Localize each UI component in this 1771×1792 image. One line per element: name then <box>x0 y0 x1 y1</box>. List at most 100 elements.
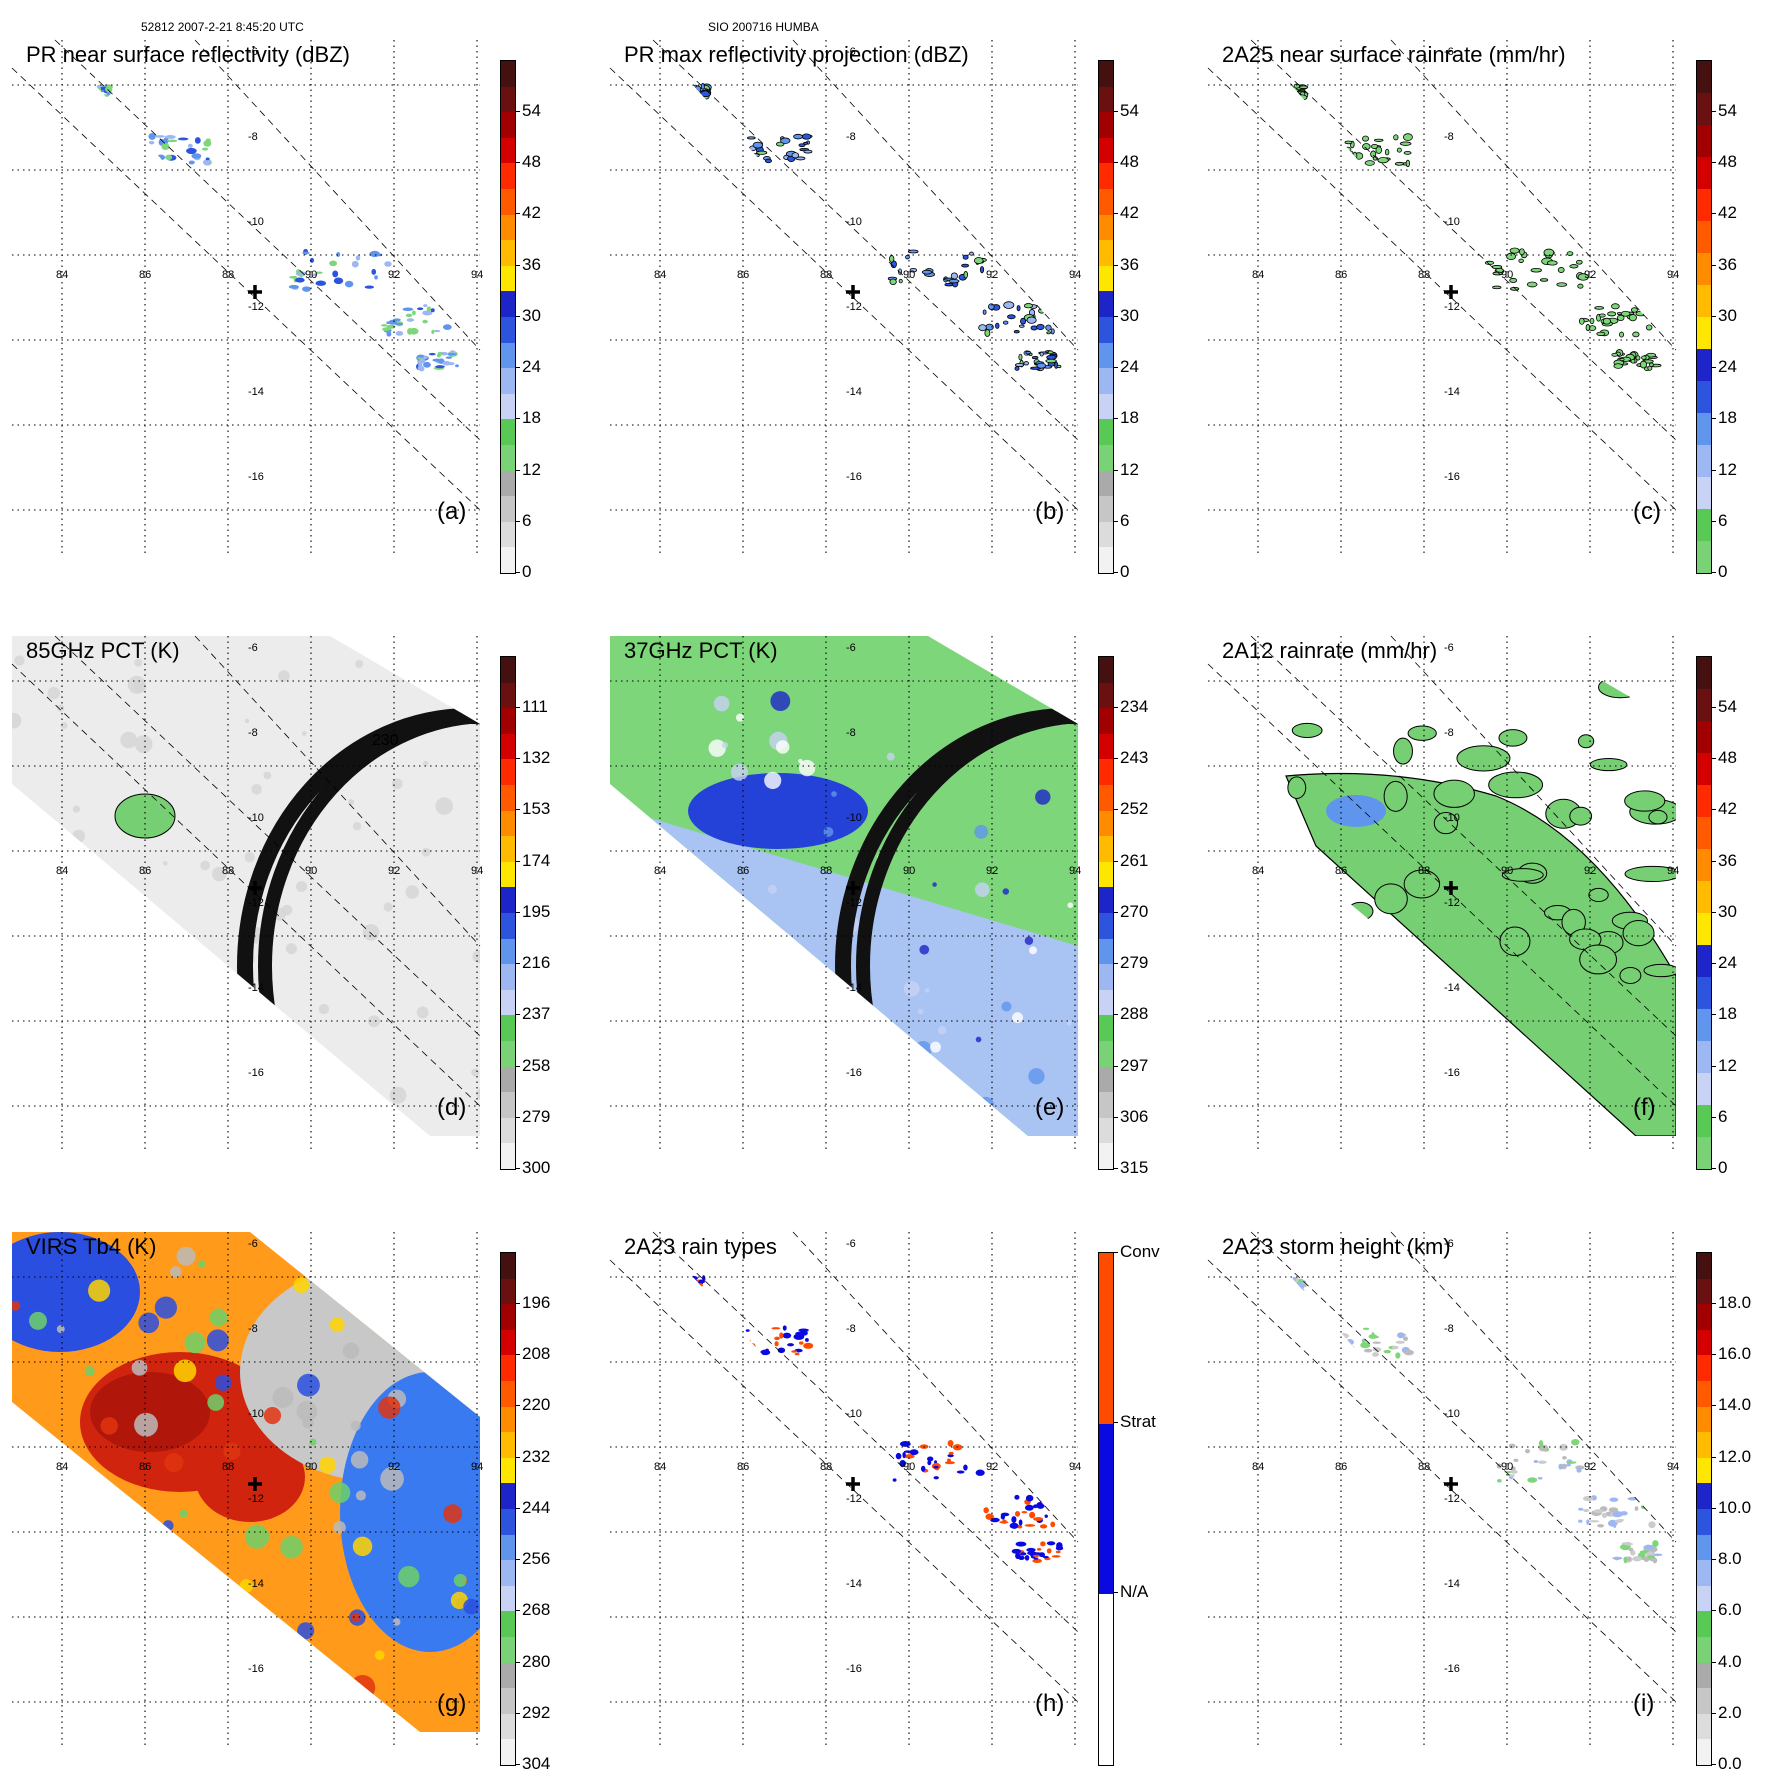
colorbar-tick-label: 258 <box>522 1055 551 1075</box>
colorbar-tick-label: 6 <box>1718 510 1728 530</box>
colorbar-tick-mark <box>1711 911 1716 913</box>
lat-tick-label: -12 <box>1444 1493 1460 1505</box>
colorbar-segment <box>501 1560 515 1586</box>
lon-tick-label: 92 <box>986 1461 998 1473</box>
colorbar-tick-mark <box>1113 1252 1118 1253</box>
colorbar-segment <box>1099 291 1113 317</box>
colorbar-tick-label: 36 <box>1120 254 1139 274</box>
colorbar-segment <box>501 759 515 785</box>
lat-tick-label: -6 <box>846 46 856 58</box>
lon-tick-label: 92 <box>986 269 998 281</box>
colorbar-segment <box>1099 759 1113 785</box>
lon-tick-label: 88 <box>1418 269 1430 281</box>
colorbar-segment <box>501 1253 515 1279</box>
lon-tick-label: 92 <box>1584 269 1596 281</box>
lat-lon-grid: 84 86 88 90 92 94 -6 -8 -10 -12 -14 -16 <box>1208 1232 1679 1747</box>
colorbar-tick-label: 30 <box>1718 305 1737 325</box>
colorbar-tick-mark <box>515 860 520 862</box>
colorbar-segment <box>1697 1329 1711 1356</box>
colorbar-segment <box>501 86 515 113</box>
lon-tick-label: 86 <box>1335 269 1347 281</box>
colorbar-tick-label: 237 <box>522 1004 551 1024</box>
colorbar-tick-label: 12 <box>522 459 541 479</box>
colorbar-tick-mark <box>1711 418 1716 420</box>
lon-tick-label: 84 <box>654 1461 666 1473</box>
lat-tick-label: -16 <box>248 1067 264 1079</box>
colorbar-segment <box>1099 708 1113 734</box>
lon-tick-label: 90 <box>903 269 915 281</box>
colorbar-segment <box>1099 419 1113 445</box>
colorbar-segment <box>1697 381 1711 413</box>
map-plot: 84 86 88 90 92 94 -6 -8 -10 -12 -14 -16 <box>11 39 483 555</box>
colorbar-tick-label: 54 <box>522 101 541 120</box>
colorbar-segment <box>1697 1739 1711 1765</box>
colorbar-tick-mark <box>515 1661 520 1663</box>
colorbar-segment <box>501 938 515 965</box>
colorbar-segment <box>501 964 515 990</box>
lat-tick-label: -16 <box>846 1663 862 1675</box>
lon-tick-label: 84 <box>56 269 68 281</box>
lat-tick-label: -10 <box>846 812 862 824</box>
colorbar-segment <box>501 445 515 471</box>
colorbar-segment <box>1099 657 1113 683</box>
colorbar-segment <box>1099 1041 1113 1067</box>
colorbar-tick-mark <box>1711 1014 1716 1016</box>
colorbar-tick-mark <box>1711 1661 1716 1663</box>
colorbar <box>500 1252 516 1766</box>
colorbar-segment <box>501 1432 515 1458</box>
lat-tick-label: -8 <box>846 727 856 739</box>
colorbar-tick-label: 6 <box>522 510 532 530</box>
lat-tick-label: -16 <box>248 1663 264 1675</box>
colorbar-tick-label: 261 <box>1120 850 1149 870</box>
colorbar-segment <box>1697 125 1711 157</box>
lat-tick-label: -8 <box>248 131 258 143</box>
panel-letter: (i) <box>1633 1690 1655 1717</box>
colorbar-segment <box>1697 1713 1711 1740</box>
colorbar-segment <box>1099 836 1113 862</box>
colorbar <box>1696 1252 1712 1766</box>
lon-tick-label: 84 <box>654 269 666 281</box>
ring-range-label: 230 <box>372 732 399 749</box>
lon-tick-label: 90 <box>903 1461 915 1473</box>
storm-center-marker <box>846 285 860 299</box>
colorbar-tick-label: 18.0 <box>1718 1293 1752 1312</box>
colorbar-segment <box>1697 1534 1711 1561</box>
lat-tick-label: -10 <box>1444 812 1460 824</box>
colorbar-segment <box>501 836 515 862</box>
colorbar-tick-mark <box>1711 1354 1716 1356</box>
lon-tick-label: 88 <box>1418 1461 1430 1473</box>
colorbar-segment <box>501 1662 515 1689</box>
colorbar-segment <box>1697 1457 1711 1484</box>
lon-tick-label: 94 <box>1667 269 1679 281</box>
colorbar-segment <box>1697 509 1711 541</box>
swath-field <box>674 83 1062 372</box>
colorbar-segment <box>1099 1143 1113 1169</box>
colorbar-tick-mark <box>515 1065 520 1067</box>
panel-title: 2A23 storm height (km) <box>1222 1234 1451 1259</box>
map-plot: 84 86 88 90 92 94 -6 -8 -10 -12 -14 -16 <box>610 636 1081 1151</box>
colorbar-tick-label: 24 <box>522 357 541 377</box>
colorbar-tick-mark <box>515 1456 520 1458</box>
colorbar-tick-label: 42 <box>1718 203 1737 223</box>
colorbar-segment <box>1697 977 1711 1009</box>
lat-tick-label: -10 <box>248 812 264 824</box>
colorbar-segment <box>501 163 515 189</box>
lat-tick-label: -8 <box>248 1323 258 1335</box>
colorbar-tick-label: 54 <box>1718 697 1737 716</box>
colorbar-segment <box>501 317 515 343</box>
colorbar-segment <box>501 1611 515 1637</box>
colorbar-tick-label: 54 <box>1120 101 1139 120</box>
colorbar-segment <box>1697 1355 1711 1381</box>
colorbar-tick-mark <box>1113 264 1118 266</box>
header-orbit-time: 52812 2007-2-21 8:45:20 UTC <box>141 20 304 34</box>
colorbar-segment <box>1697 1253 1711 1279</box>
colorbar-tick-label: 48 <box>1120 152 1139 172</box>
colorbar-tick-mark <box>1711 520 1716 522</box>
panel-title: VIRS Tb4 (K) <box>26 1234 157 1259</box>
lon-tick-label: 92 <box>986 865 998 877</box>
colorbar-segment <box>1099 214 1113 241</box>
colorbar-tick-label: 12 <box>1120 459 1139 479</box>
lon-tick-label: 90 <box>1501 269 1513 281</box>
colorbar-segment <box>501 1015 515 1041</box>
colorbar-segment <box>1697 1406 1711 1433</box>
